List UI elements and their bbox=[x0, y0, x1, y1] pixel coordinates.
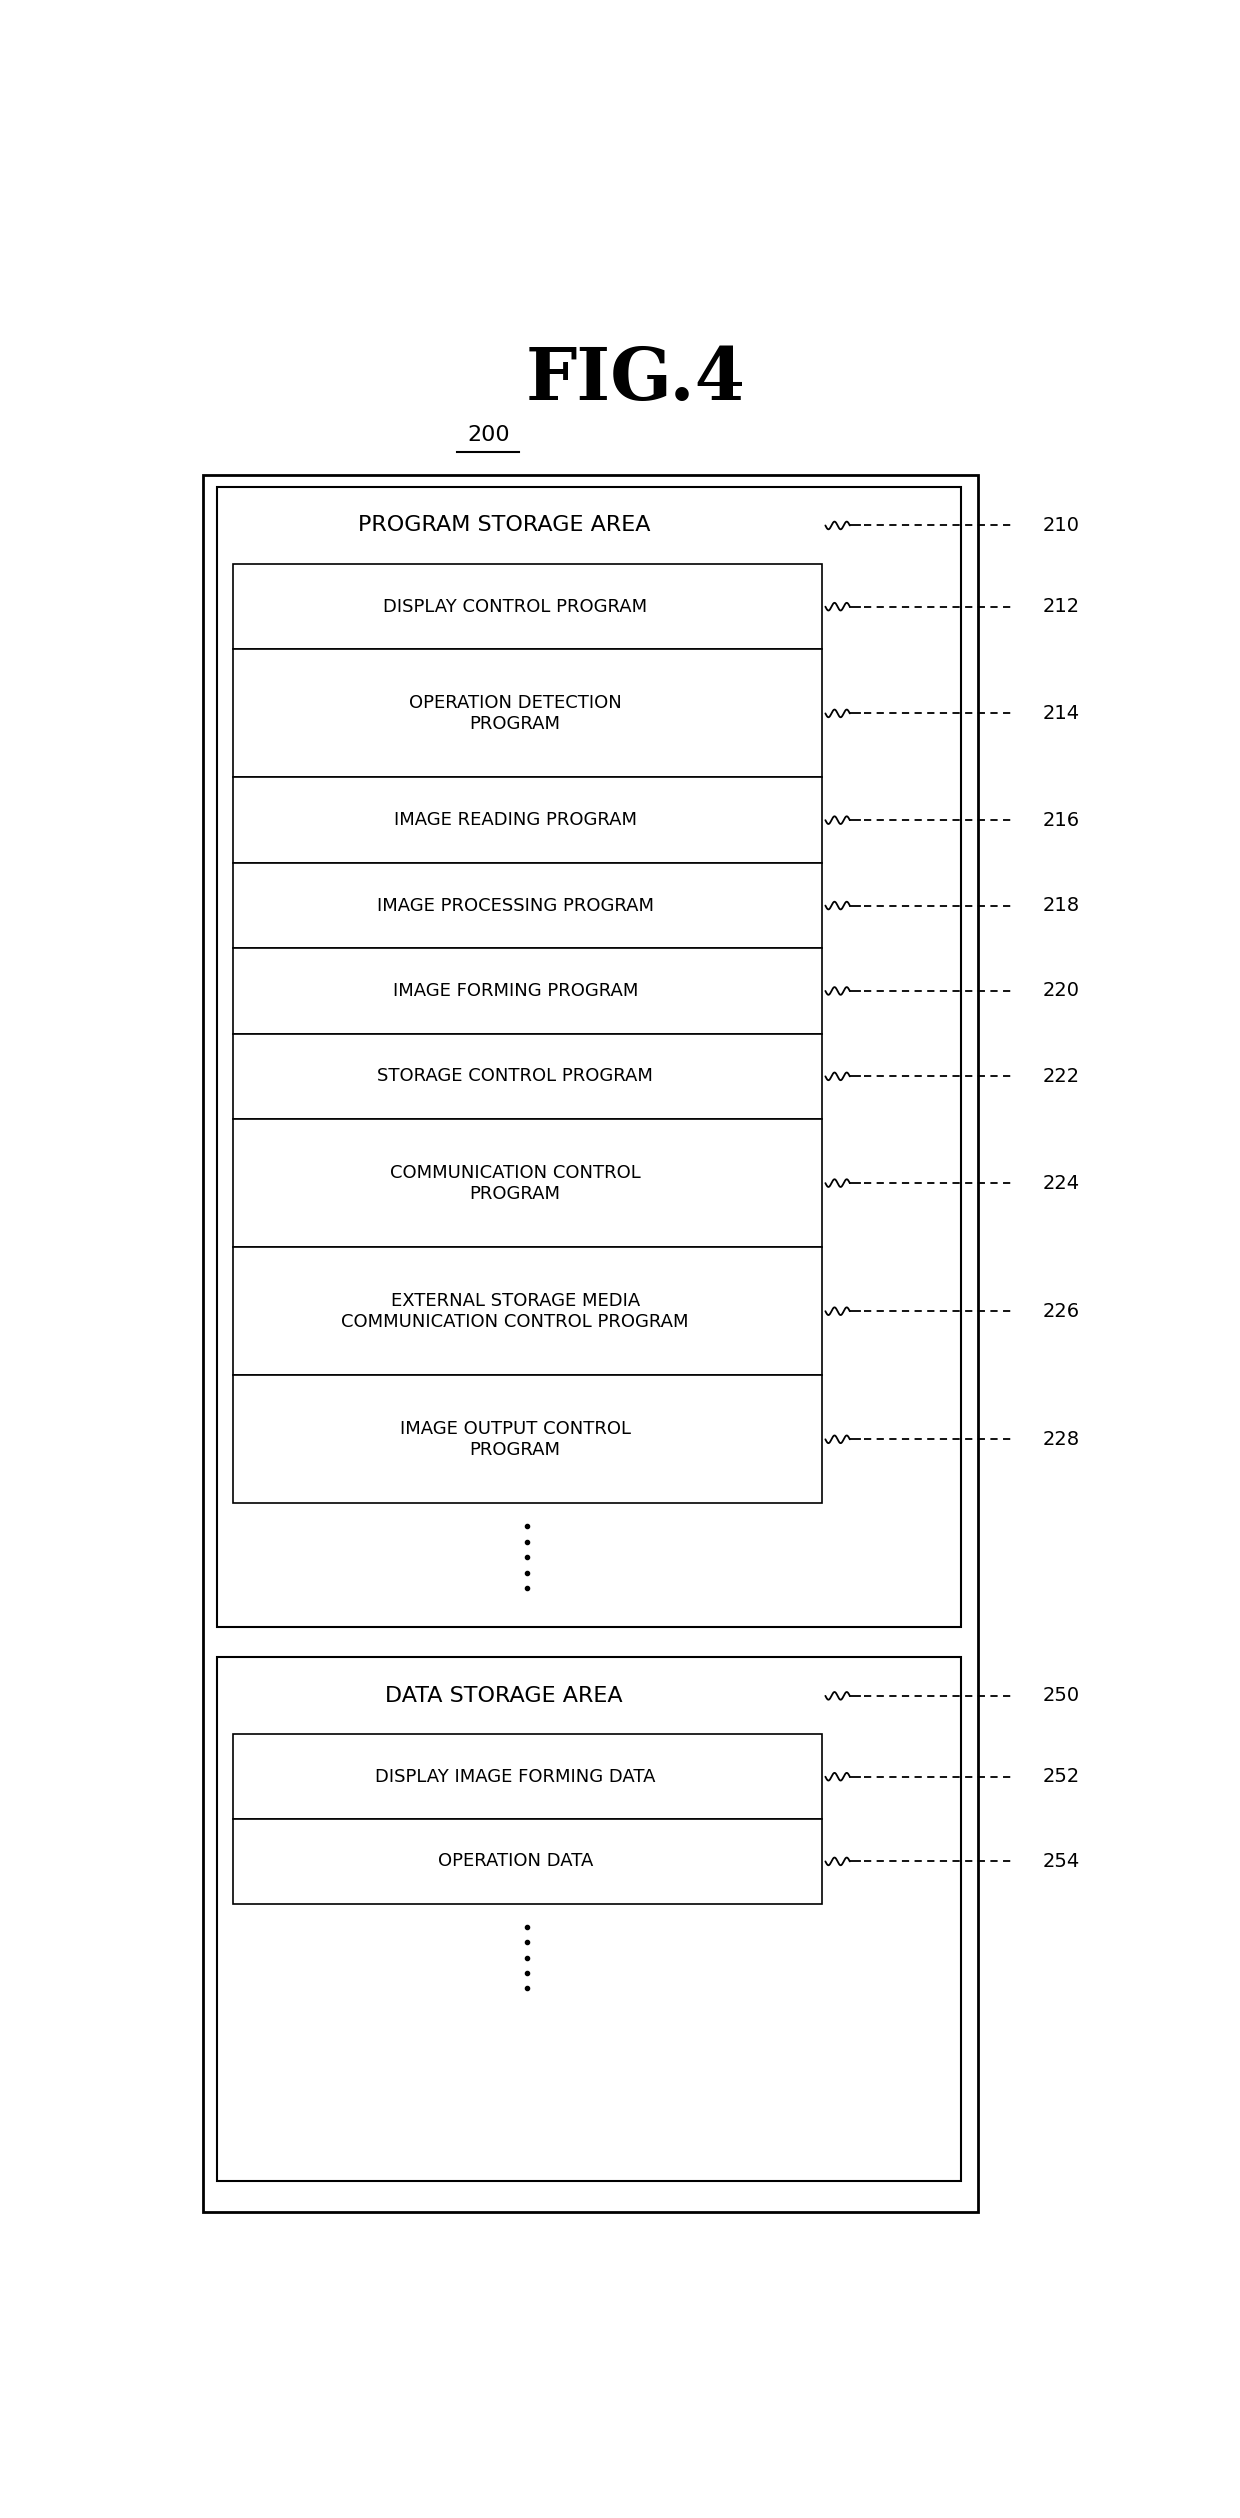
Text: 214: 214 bbox=[1043, 705, 1080, 723]
Text: 250: 250 bbox=[1043, 1687, 1080, 1705]
Text: DISPLAY CONTROL PROGRAM: DISPLAY CONTROL PROGRAM bbox=[383, 597, 647, 617]
Text: DATA STORAGE AREA: DATA STORAGE AREA bbox=[384, 1687, 622, 1705]
Text: 228: 228 bbox=[1043, 1430, 1080, 1448]
Text: 212: 212 bbox=[1043, 597, 1080, 617]
Text: FIG.4: FIG.4 bbox=[526, 342, 745, 415]
Bar bbox=[233, 778, 821, 864]
Bar bbox=[233, 1118, 821, 1246]
Bar bbox=[233, 1735, 821, 1818]
Bar bbox=[217, 1657, 961, 2181]
Text: IMAGE PROCESSING PROGRAM: IMAGE PROCESSING PROGRAM bbox=[377, 896, 653, 914]
Text: 252: 252 bbox=[1043, 1768, 1080, 1785]
Bar bbox=[233, 864, 821, 949]
Text: IMAGE OUTPUT CONTROL
PROGRAM: IMAGE OUTPUT CONTROL PROGRAM bbox=[399, 1420, 631, 1458]
Text: OPERATION DATA: OPERATION DATA bbox=[438, 1853, 593, 1871]
Text: DISPLAY IMAGE FORMING DATA: DISPLAY IMAGE FORMING DATA bbox=[374, 1768, 656, 1785]
Text: 222: 222 bbox=[1043, 1068, 1080, 1085]
Bar bbox=[233, 1035, 821, 1118]
Text: 224: 224 bbox=[1043, 1173, 1080, 1194]
Text: IMAGE FORMING PROGRAM: IMAGE FORMING PROGRAM bbox=[393, 982, 637, 1000]
Bar bbox=[233, 949, 821, 1035]
Bar bbox=[233, 564, 821, 650]
Text: IMAGE READING PROGRAM: IMAGE READING PROGRAM bbox=[394, 811, 636, 828]
Text: 200: 200 bbox=[467, 426, 510, 446]
Text: COMMUNICATION CONTROL
PROGRAM: COMMUNICATION CONTROL PROGRAM bbox=[389, 1163, 641, 1204]
Text: 210: 210 bbox=[1043, 516, 1079, 534]
Text: EXTERNAL STORAGE MEDIA
COMMUNICATION CONTROL PROGRAM: EXTERNAL STORAGE MEDIA COMMUNICATION CON… bbox=[341, 1292, 689, 1330]
Text: 226: 226 bbox=[1043, 1302, 1080, 1322]
Bar bbox=[217, 486, 961, 1627]
Text: 220: 220 bbox=[1043, 982, 1079, 1000]
Text: PROGRAM STORAGE AREA: PROGRAM STORAGE AREA bbox=[357, 516, 650, 536]
Bar bbox=[233, 1818, 821, 1904]
Bar bbox=[233, 650, 821, 778]
Text: OPERATION DETECTION
PROGRAM: OPERATION DETECTION PROGRAM bbox=[409, 695, 621, 733]
Bar bbox=[233, 1246, 821, 1375]
Text: 254: 254 bbox=[1043, 1851, 1080, 1871]
Bar bbox=[203, 476, 978, 2211]
Text: 216: 216 bbox=[1043, 811, 1080, 828]
Bar bbox=[233, 1375, 821, 1503]
Text: STORAGE CONTROL PROGRAM: STORAGE CONTROL PROGRAM bbox=[377, 1068, 653, 1085]
Text: 218: 218 bbox=[1043, 896, 1080, 914]
